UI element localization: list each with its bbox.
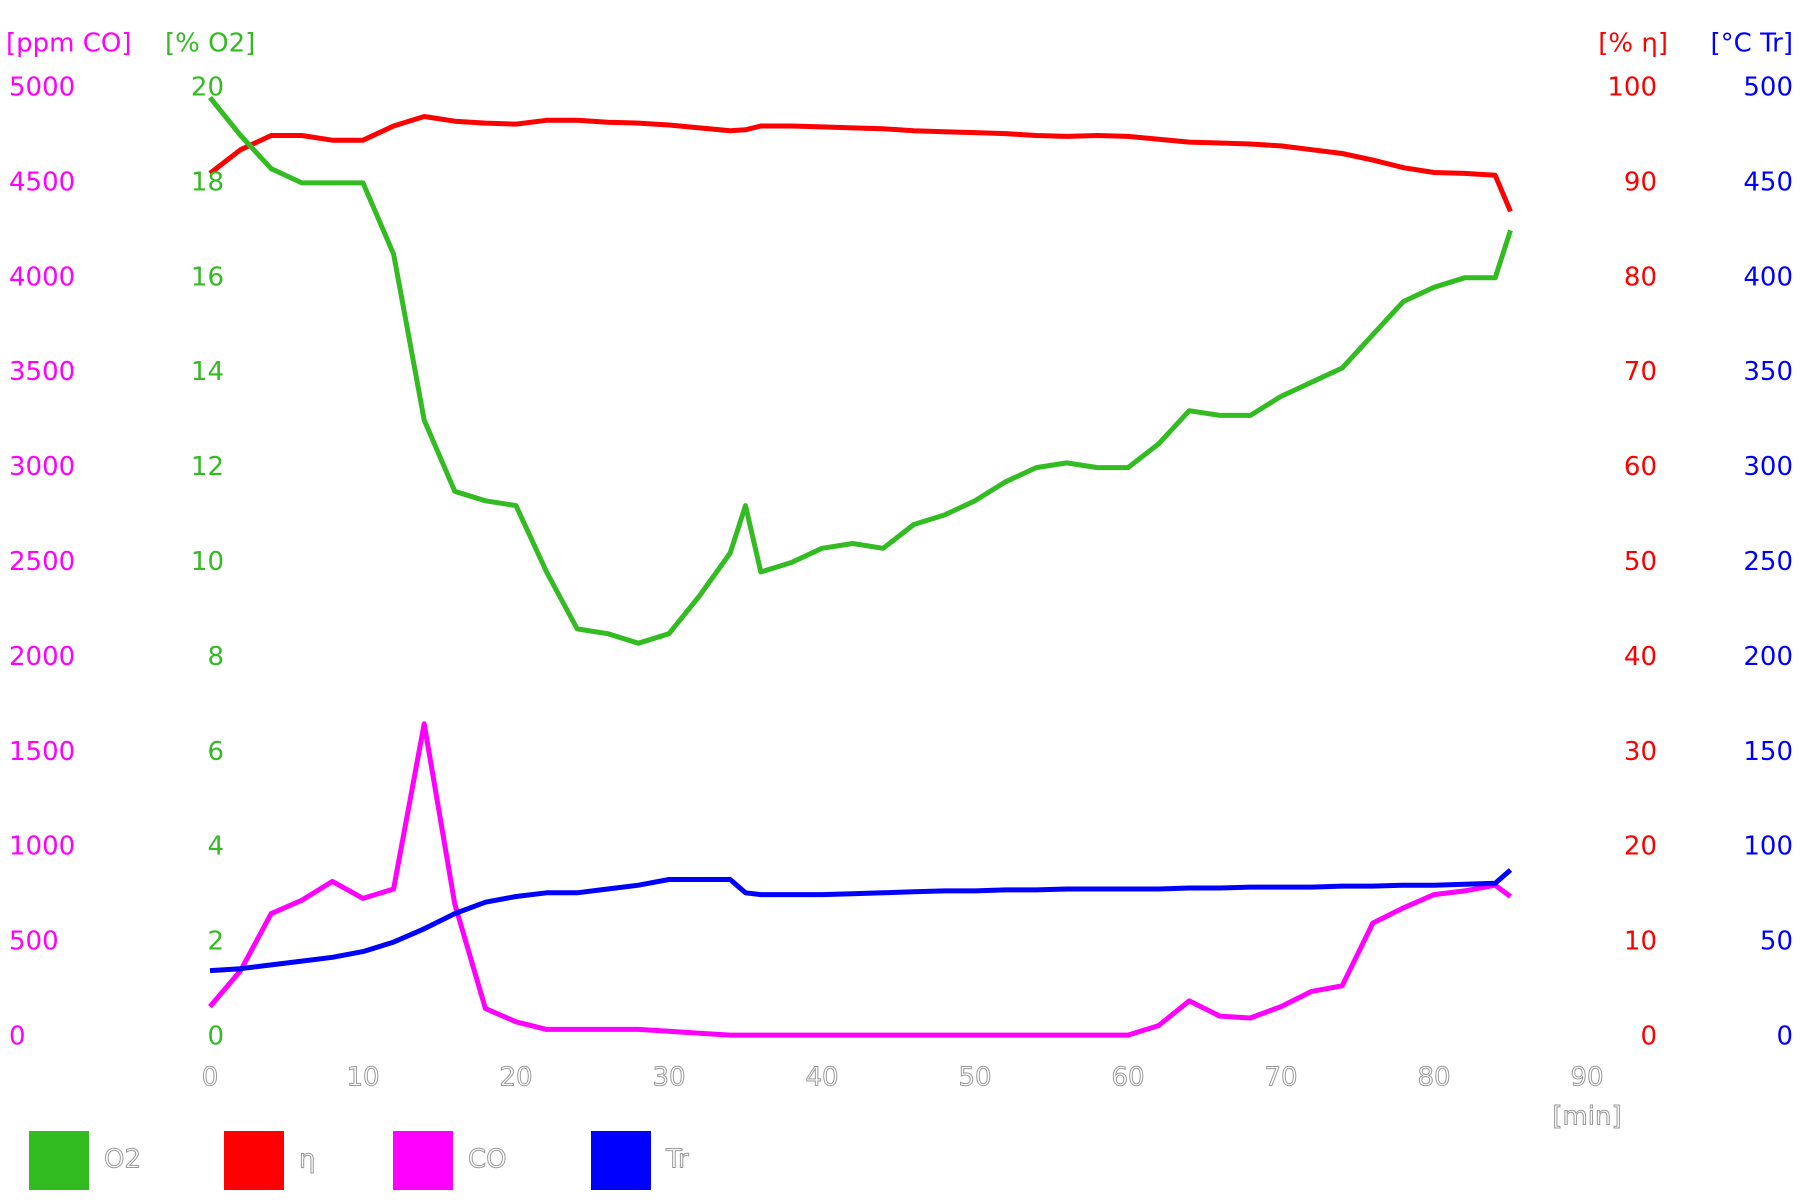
y-axis-label: [% η] <box>1598 29 1668 59</box>
y-tick-label: 150 <box>1743 737 1793 767</box>
y-tick-label: 0 <box>207 1022 224 1052</box>
y-axis-label: [°C Tr] <box>1711 29 1793 59</box>
y-tick-label: 20 <box>1624 832 1657 862</box>
y-tick-label: 8 <box>207 642 224 672</box>
y-tick-label: 30 <box>1624 737 1657 767</box>
y-tick-label: 300 <box>1743 452 1793 482</box>
x-tick-label: 10 <box>346 1063 379 1093</box>
y-tick-label: 4 <box>207 832 224 862</box>
y-tick-label: 100 <box>1607 73 1657 103</box>
y-tick-label: 4000 <box>9 262 75 292</box>
y-tick-label: 18 <box>191 167 224 197</box>
legend-label: Tr <box>665 1145 689 1175</box>
y-tick-label: 16 <box>191 262 224 292</box>
y-tick-label: 100 <box>1743 832 1793 862</box>
x-axis-label: [min] <box>1552 1102 1621 1132</box>
series-line <box>208 114 1513 213</box>
y-tick-label: 10 <box>191 547 224 577</box>
series-line <box>208 95 1513 646</box>
y-tick-label: 1000 <box>9 832 75 862</box>
y-tick-label: 20 <box>191 73 224 103</box>
x-tick-label: 50 <box>958 1063 991 1093</box>
y-tick-label: 70 <box>1624 357 1657 387</box>
legend-label: CO <box>468 1145 507 1175</box>
y-tick-label: 3500 <box>9 357 75 387</box>
y-tick-label: 0 <box>1640 1022 1657 1052</box>
y-tick-label: 250 <box>1743 547 1793 577</box>
series-line <box>208 721 1512 1038</box>
legend-swatch <box>224 1131 284 1190</box>
legend-label: O2 <box>104 1145 141 1175</box>
y-tick-label: 2500 <box>9 547 75 577</box>
x-tick-label: 80 <box>1417 1063 1450 1093</box>
legend-swatch <box>591 1131 651 1190</box>
y-tick-label: 200 <box>1743 642 1793 672</box>
y-tick-label: 500 <box>9 927 59 957</box>
y-tick-label: 500 <box>1743 73 1793 103</box>
x-tick-label: 40 <box>805 1063 838 1093</box>
y-tick-label: 80 <box>1624 262 1657 292</box>
y-tick-label: 12 <box>191 452 224 482</box>
y-axis-label: [ppm CO] <box>6 29 132 59</box>
y-tick-label: 2000 <box>9 642 75 672</box>
legend-label: η <box>299 1145 315 1175</box>
legend-swatch <box>393 1131 453 1190</box>
y-tick-label: 6 <box>207 737 224 767</box>
x-tick-label: 60 <box>1111 1063 1144 1093</box>
y-tick-label: 350 <box>1743 357 1793 387</box>
x-tick-label: 70 <box>1264 1063 1297 1093</box>
y-tick-label: 50 <box>1624 547 1657 577</box>
x-tick-label: 30 <box>652 1063 685 1093</box>
series-line <box>209 868 1513 974</box>
y-tick-label: 0 <box>1776 1022 1793 1052</box>
y-tick-label: 2 <box>207 927 224 957</box>
y-tick-label: 0 <box>9 1022 26 1052</box>
y-tick-label: 1500 <box>9 737 75 767</box>
y-tick-label: 60 <box>1624 452 1657 482</box>
y-tick-label: 50 <box>1760 927 1793 957</box>
y-tick-label: 5000 <box>9 73 75 103</box>
y-tick-label: 3000 <box>9 452 75 482</box>
y-tick-label: 90 <box>1624 167 1657 197</box>
y-tick-label: 450 <box>1743 167 1793 197</box>
y-axis-label: [% O2] <box>165 29 255 59</box>
y-tick-label: 14 <box>191 357 224 387</box>
y-tick-label: 40 <box>1624 642 1657 672</box>
x-tick-label: 20 <box>499 1063 532 1093</box>
y-tick-label: 10 <box>1624 927 1657 957</box>
y-tick-label: 4500 <box>9 167 75 197</box>
x-tick-label: 90 <box>1570 1063 1603 1093</box>
legend-swatch <box>29 1131 89 1190</box>
x-tick-label: 0 <box>202 1063 219 1093</box>
y-tick-label: 400 <box>1743 262 1793 292</box>
